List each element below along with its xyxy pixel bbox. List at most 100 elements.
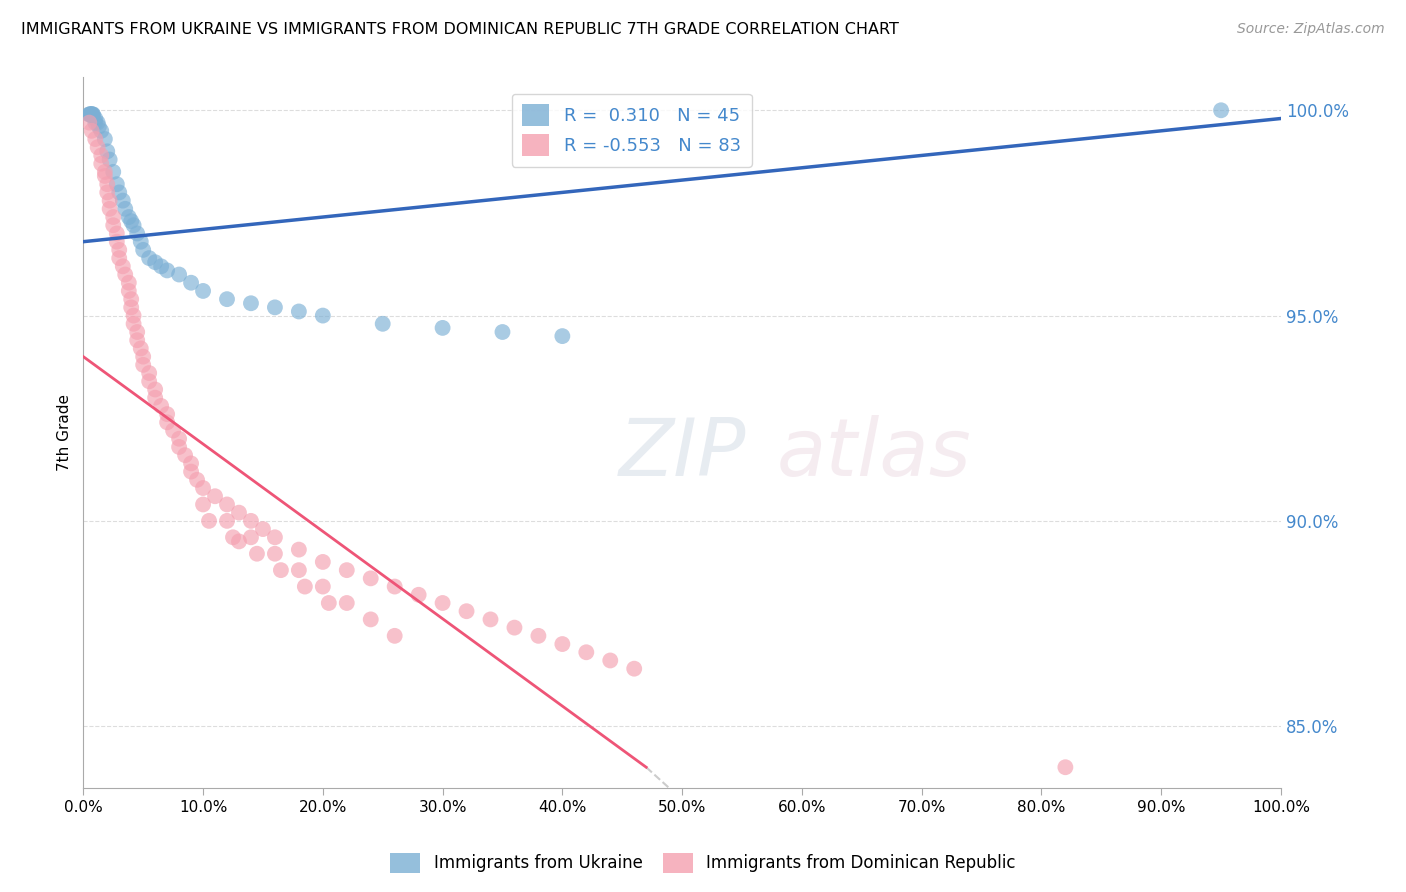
Point <box>103 210 125 224</box>
Point <box>162 424 184 438</box>
Point <box>122 219 145 233</box>
Point <box>239 514 262 528</box>
Point <box>98 194 121 208</box>
Point <box>80 107 103 121</box>
Point <box>98 153 121 167</box>
Point <box>191 284 214 298</box>
Point <box>111 260 134 274</box>
Point <box>312 555 335 569</box>
Point <box>90 156 112 170</box>
Point <box>371 317 394 331</box>
Point <box>90 148 112 162</box>
Point <box>105 235 128 249</box>
Point <box>114 202 136 216</box>
Point <box>120 292 142 306</box>
Point <box>191 498 214 512</box>
Point <box>103 219 125 233</box>
Point <box>527 629 550 643</box>
Point <box>105 177 128 191</box>
Point <box>288 563 311 577</box>
Point <box>384 629 406 643</box>
Point <box>138 374 160 388</box>
Point <box>96 145 118 159</box>
Point <box>118 210 141 224</box>
Point <box>239 296 262 310</box>
Point <box>122 309 145 323</box>
Point <box>82 107 104 121</box>
Point <box>318 596 340 610</box>
Point <box>143 255 166 269</box>
Point <box>156 263 179 277</box>
Point <box>77 107 100 121</box>
Point <box>120 301 142 315</box>
Point <box>336 596 359 610</box>
Point <box>77 107 100 121</box>
Point <box>108 251 131 265</box>
Point <box>105 227 128 241</box>
Point <box>150 260 173 274</box>
Point <box>94 165 117 179</box>
Point <box>108 186 131 200</box>
Point <box>491 325 513 339</box>
Point <box>79 107 101 121</box>
Point <box>180 465 202 479</box>
Point <box>84 112 107 126</box>
Point <box>87 120 110 134</box>
Point <box>86 115 108 129</box>
Point <box>264 530 287 544</box>
Point <box>120 214 142 228</box>
Point <box>551 329 574 343</box>
Legend: R =  0.310   N = 45, R = -0.553   N = 83: R = 0.310 N = 45, R = -0.553 N = 83 <box>512 94 752 167</box>
Point <box>167 432 190 446</box>
Point <box>456 604 478 618</box>
Point <box>79 107 101 121</box>
Point <box>204 489 226 503</box>
Point <box>180 456 202 470</box>
Point <box>215 514 238 528</box>
Point <box>111 194 134 208</box>
Point <box>129 342 152 356</box>
Point <box>132 358 155 372</box>
Point <box>360 612 382 626</box>
Y-axis label: 7th Grade: 7th Grade <box>58 394 72 471</box>
Point <box>312 580 335 594</box>
Point <box>264 301 287 315</box>
Point <box>103 165 125 179</box>
Point <box>167 268 190 282</box>
Point <box>288 542 311 557</box>
Point <box>551 637 574 651</box>
Point <box>228 506 250 520</box>
Point <box>228 534 250 549</box>
Point <box>167 440 190 454</box>
Point <box>82 107 104 121</box>
Point <box>122 317 145 331</box>
Point <box>191 481 214 495</box>
Point <box>215 498 238 512</box>
Point <box>118 276 141 290</box>
Point <box>360 571 382 585</box>
Point <box>288 304 311 318</box>
Point <box>77 115 100 129</box>
Point <box>98 202 121 216</box>
Point <box>80 107 103 121</box>
Point <box>138 366 160 380</box>
Point <box>252 522 274 536</box>
Point <box>336 563 359 577</box>
Text: IMMIGRANTS FROM UKRAINE VS IMMIGRANTS FROM DOMINICAN REPUBLIC 7TH GRADE CORRELAT: IMMIGRANTS FROM UKRAINE VS IMMIGRANTS FR… <box>21 22 898 37</box>
Point <box>294 580 316 594</box>
Point <box>94 132 117 146</box>
Point <box>479 612 502 626</box>
Point <box>90 124 112 138</box>
Text: Source: ZipAtlas.com: Source: ZipAtlas.com <box>1237 22 1385 37</box>
Point <box>108 243 131 257</box>
Point <box>118 284 141 298</box>
Point <box>246 547 269 561</box>
Point <box>127 325 149 339</box>
Point <box>384 580 406 594</box>
Point <box>96 186 118 200</box>
Point <box>1054 760 1077 774</box>
Point <box>138 251 160 265</box>
Point <box>186 473 208 487</box>
Point <box>174 448 197 462</box>
Point <box>156 407 179 421</box>
